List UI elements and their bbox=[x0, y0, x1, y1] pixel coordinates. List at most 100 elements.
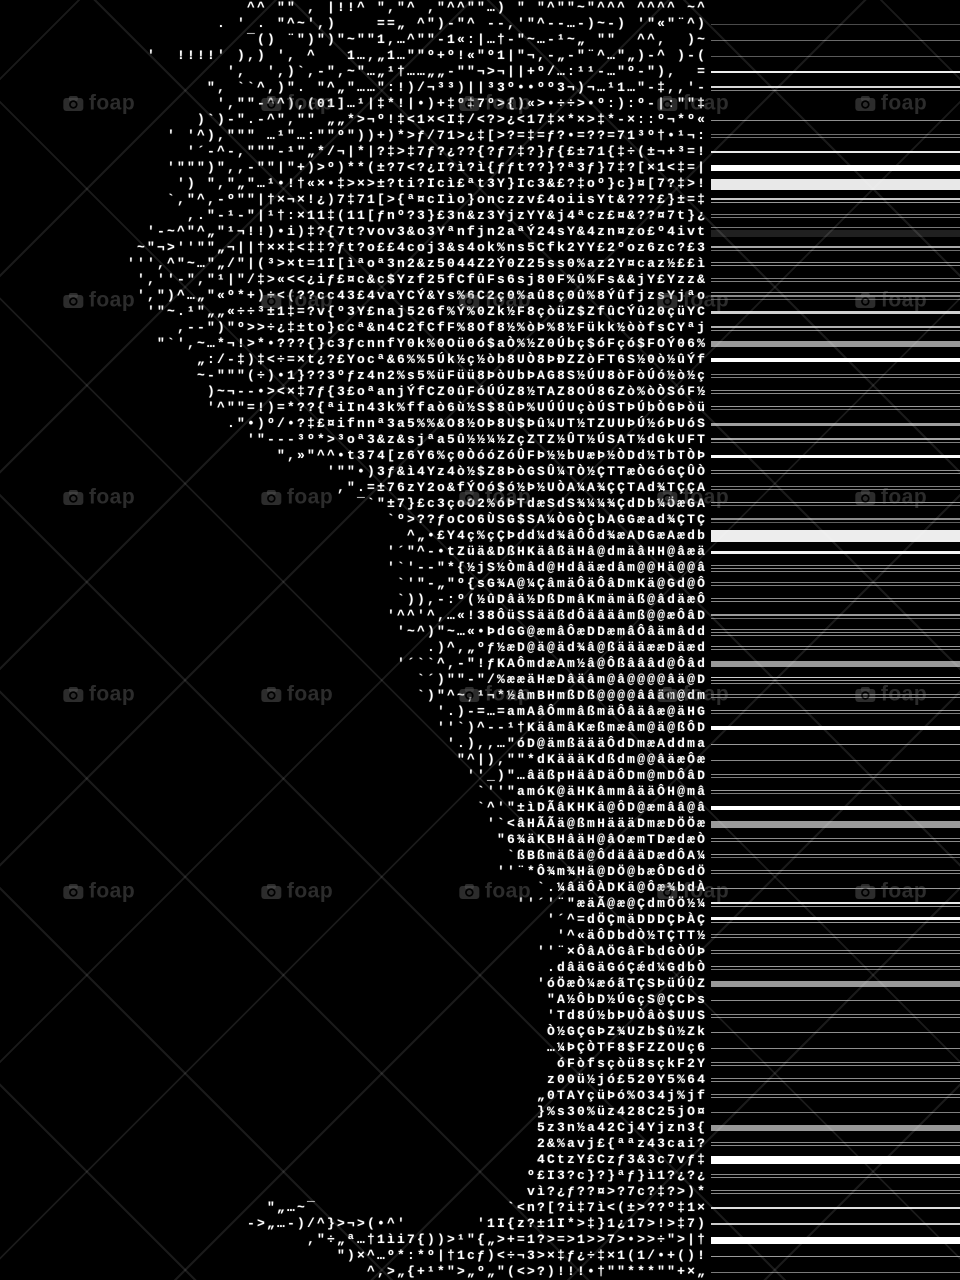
ascii-row-text: 2&%avj£{ªªz43cai? bbox=[97, 1136, 708, 1151]
ascii-row-text: '"---³º*>³oª3&z&sjªa5û½½¼½ZçZTZ½ÛT½ÚSAT½… bbox=[97, 432, 708, 447]
ascii-row-text: ,--")"º>>÷¿‡±to}ccª&n4C2fCfF%8Of8½%òÞ%8½… bbox=[97, 320, 708, 335]
stripe-line bbox=[711, 165, 960, 171]
stripe-line bbox=[711, 230, 960, 237]
stripe-line bbox=[711, 1174, 960, 1175]
stripe-line bbox=[711, 262, 960, 263]
ascii-row-text: ^„•£Y4ç%çÇÞdd¼d¾âÔÔd¾æADGæAædb bbox=[97, 528, 708, 543]
stripe-line bbox=[711, 820, 960, 828]
scanline-stripe bbox=[711, 384, 960, 400]
ascii-row-text: '-~^"^„"¹¬!!)•i)‡?{7t?vov3&o3Yªnfjn2aªÝ2… bbox=[97, 224, 708, 239]
stripe-line bbox=[711, 374, 960, 375]
ascii-row: º£I3?c}?}ªƒ}ì1?¿?¿ bbox=[0, 1168, 960, 1184]
scanline-stripe bbox=[711, 768, 960, 784]
ascii-row: `.¼âäÔÀDKä@Ôæ¾bdÀ bbox=[0, 880, 960, 896]
scanline-stripe bbox=[711, 176, 960, 192]
stripe-line bbox=[711, 713, 960, 714]
ascii-row: ',''-","¹|"/‡>«<<¿iƒ£¤c&c$Yzf25fCfûFs6sj… bbox=[0, 272, 960, 288]
stripe-line bbox=[711, 710, 960, 711]
scanline-stripe bbox=[711, 160, 960, 176]
ascii-row: ,"÷„ª…†1ìi7{))>¹"{„>+=1?>=>1>>7>•>>÷">|† bbox=[0, 1232, 960, 1248]
stripe-line bbox=[711, 227, 960, 228]
ascii-row: ^„•£Y4ç%çÇÞdd¼d¾âÔÔd¾æADGæAædb bbox=[0, 528, 960, 544]
ascii-row-text: '´-^-,"""-¹"„*/¬|*|?‡>‡7ƒ?¿??{?ƒ7‡?}ƒ{£±… bbox=[97, 144, 708, 159]
stripe-line bbox=[711, 217, 960, 218]
ascii-row-text: ",»"^^•t374[z6Y6%ç0ÒóóZóÛFÞ½½bUæÞ½ÒDd½Tb… bbox=[97, 448, 708, 463]
ascii-row-text: "6¾äKBHâäH@âOæmTDædæÒ bbox=[97, 832, 708, 847]
ascii-row: "A½ÔbD½ÚGçS@ÇCÞs bbox=[0, 992, 960, 1008]
ascii-row: '^""=!)=*??{ªiIn43k%ffaò6ù½S$8ûÞ%UÚÚUçòÚ… bbox=[0, 400, 960, 416]
ascii-row-text: ''´'¨"æäÃ@æ@ÇdmÖÖ½¼ bbox=[97, 896, 708, 911]
scanline-stripe bbox=[711, 512, 960, 528]
ascii-row: z00ü½jó£520Y5%64 bbox=[0, 1072, 960, 1088]
ascii-row-text: ~"¬>''""„¬||†××‡<‡‡?ƒt?o££4coj3&s4ok%ns5… bbox=[97, 240, 708, 255]
ascii-row: ,".=±76zY2o&fÝOó$ó½Þ½UÒA¼A¾ÇÇTAd¾TÇÇA bbox=[0, 480, 960, 496]
stripe-line bbox=[711, 759, 960, 761]
scanline-stripe bbox=[711, 912, 960, 928]
scanline-stripe bbox=[711, 256, 960, 272]
ascii-row-text: .)^,„ºƒ½æD@ä@äd¾â@ßäääææDäæd bbox=[97, 640, 708, 655]
scanline-stripe bbox=[711, 800, 960, 816]
scanline-stripe bbox=[711, 704, 960, 720]
ascii-row: ^^ "" , |!!^ ","^ ,"^^""…) " "^""~"^^^ ^… bbox=[0, 0, 960, 16]
ascii-row: ' !!!!' ),) ', ^ 1…,„1…""º+º!«"º1|"¬,-„-… bbox=[0, 48, 960, 64]
stripe-line bbox=[711, 966, 960, 967]
ascii-row-text: ."•)º/•?‡£¤ifnnª3a5%%&O8½OÞ8U$Þû¼UT½TZUU… bbox=[97, 416, 708, 431]
ascii-row-text: …¼ÞÇÒTF8$FZZOUç6 bbox=[97, 1040, 708, 1055]
stripe-line bbox=[711, 178, 960, 190]
stripe-line bbox=[711, 137, 960, 138]
scanline-stripe bbox=[711, 352, 960, 368]
ascii-row-text: `^'"±ìDÃâKHKä@ÔD@æmââ@â bbox=[97, 800, 708, 815]
stripe-line bbox=[711, 1125, 960, 1131]
stripe-line bbox=[711, 570, 960, 572]
stripe-line bbox=[711, 39, 960, 41]
scanline-stripe bbox=[711, 1264, 960, 1280]
stripe-line bbox=[711, 1236, 960, 1244]
scanline-stripe bbox=[711, 688, 960, 704]
ascii-row-text: '^^'^,…«!38ÔüSSääßdÔäâäâmß@@æÔâD bbox=[97, 608, 708, 623]
stripe-line bbox=[711, 905, 960, 907]
scanline-stripe bbox=[711, 544, 960, 560]
ascii-row: ", ``^,)". "^„"……":!)/¬³³)||³3º••ºº3¬)¬…… bbox=[0, 80, 960, 96]
stripe-line bbox=[711, 628, 960, 630]
stripe-line bbox=[711, 585, 960, 586]
stripe-line bbox=[711, 89, 960, 91]
scanline-stripe bbox=[711, 144, 960, 160]
ascii-row-text: ''',^"~…"„/"|(³>×t=1I[ìªoª3n2&z5044Z2Ý0Z… bbox=[97, 256, 708, 271]
scanline-stripe bbox=[711, 816, 960, 832]
stripe-line bbox=[711, 197, 960, 200]
stripe-line bbox=[711, 838, 960, 839]
scanline-stripe bbox=[711, 1056, 960, 1072]
ascii-row: '`<âHÃÃä@ßmHäääDmæDÖÖæ bbox=[0, 816, 960, 832]
ascii-row: …¼ÞÇÒTF8$FZZOUç6 bbox=[0, 1040, 960, 1056]
ascii-row: ¯`"±7}£c3çoO2%óÞTdæSdS¾¼¼¾ÇdDb¼ÖæGA bbox=[0, 496, 960, 512]
ascii-row-text: ")×^…º*:*º|†1cƒ)<÷¬3>×‡ƒ¿÷‡×1(1/•+()! bbox=[97, 1248, 708, 1263]
stripe-line bbox=[711, 1255, 960, 1257]
stripe-line bbox=[711, 329, 960, 331]
stripe-line bbox=[711, 873, 960, 874]
stripe-line bbox=[711, 857, 960, 858]
ascii-row: Ò½GÇGÞZ¾UZb$û½Zk bbox=[0, 1024, 960, 1040]
stripe-line bbox=[711, 1081, 960, 1082]
stripe-line bbox=[711, 790, 960, 791]
ascii-row: ,."-¹-"|¹†:×11‡(11[ƒnº?3}£3n&z3YjzYY&j4ª… bbox=[0, 208, 960, 224]
ascii-row-text: '´``^,-"!ƒKAÔmdæAm½â@Ôßâââd@Ôâd bbox=[97, 656, 708, 671]
ascii-row-text: '`<âHÃÃä@ßmHäääDmæDÖÖæ bbox=[97, 816, 708, 831]
ascii-row-text: Ò½GÇGÞZ¾UZb$û½Zk bbox=[97, 1024, 708, 1039]
scanline-stripe bbox=[711, 1008, 960, 1024]
ascii-row: ''¨*Ô¾m¾Hä@DÖ@bæÔDGdÖ bbox=[0, 864, 960, 880]
scanline-stripe bbox=[711, 208, 960, 224]
scanline-stripe bbox=[711, 48, 960, 64]
ascii-row: `)),-:º(½ûDâä½DßDmâKmämäß@âdäæÔ bbox=[0, 592, 960, 608]
stripe-line bbox=[711, 325, 960, 328]
stripe-line bbox=[711, 634, 960, 636]
ascii-row-text: z00ü½jó£520Y5%64 bbox=[97, 1072, 708, 1087]
ascii-row: `^'"±ìDÃâKHKä@ÔD@æmââ@â bbox=[0, 800, 960, 816]
scanline-stripe bbox=[711, 1232, 960, 1248]
stripe-line bbox=[711, 1062, 960, 1063]
scanline-stripe bbox=[711, 288, 960, 304]
stripe-line bbox=[711, 281, 960, 282]
ascii-row: `º>??ƒoCO6ÙSG$SA¼ÒGÒÇbAGGæad¾ÇTÇ bbox=[0, 512, 960, 528]
stripe-line bbox=[711, 265, 960, 266]
ascii-row: "6¾äKBHâäH@âOæmTDædæÒ bbox=[0, 832, 960, 848]
